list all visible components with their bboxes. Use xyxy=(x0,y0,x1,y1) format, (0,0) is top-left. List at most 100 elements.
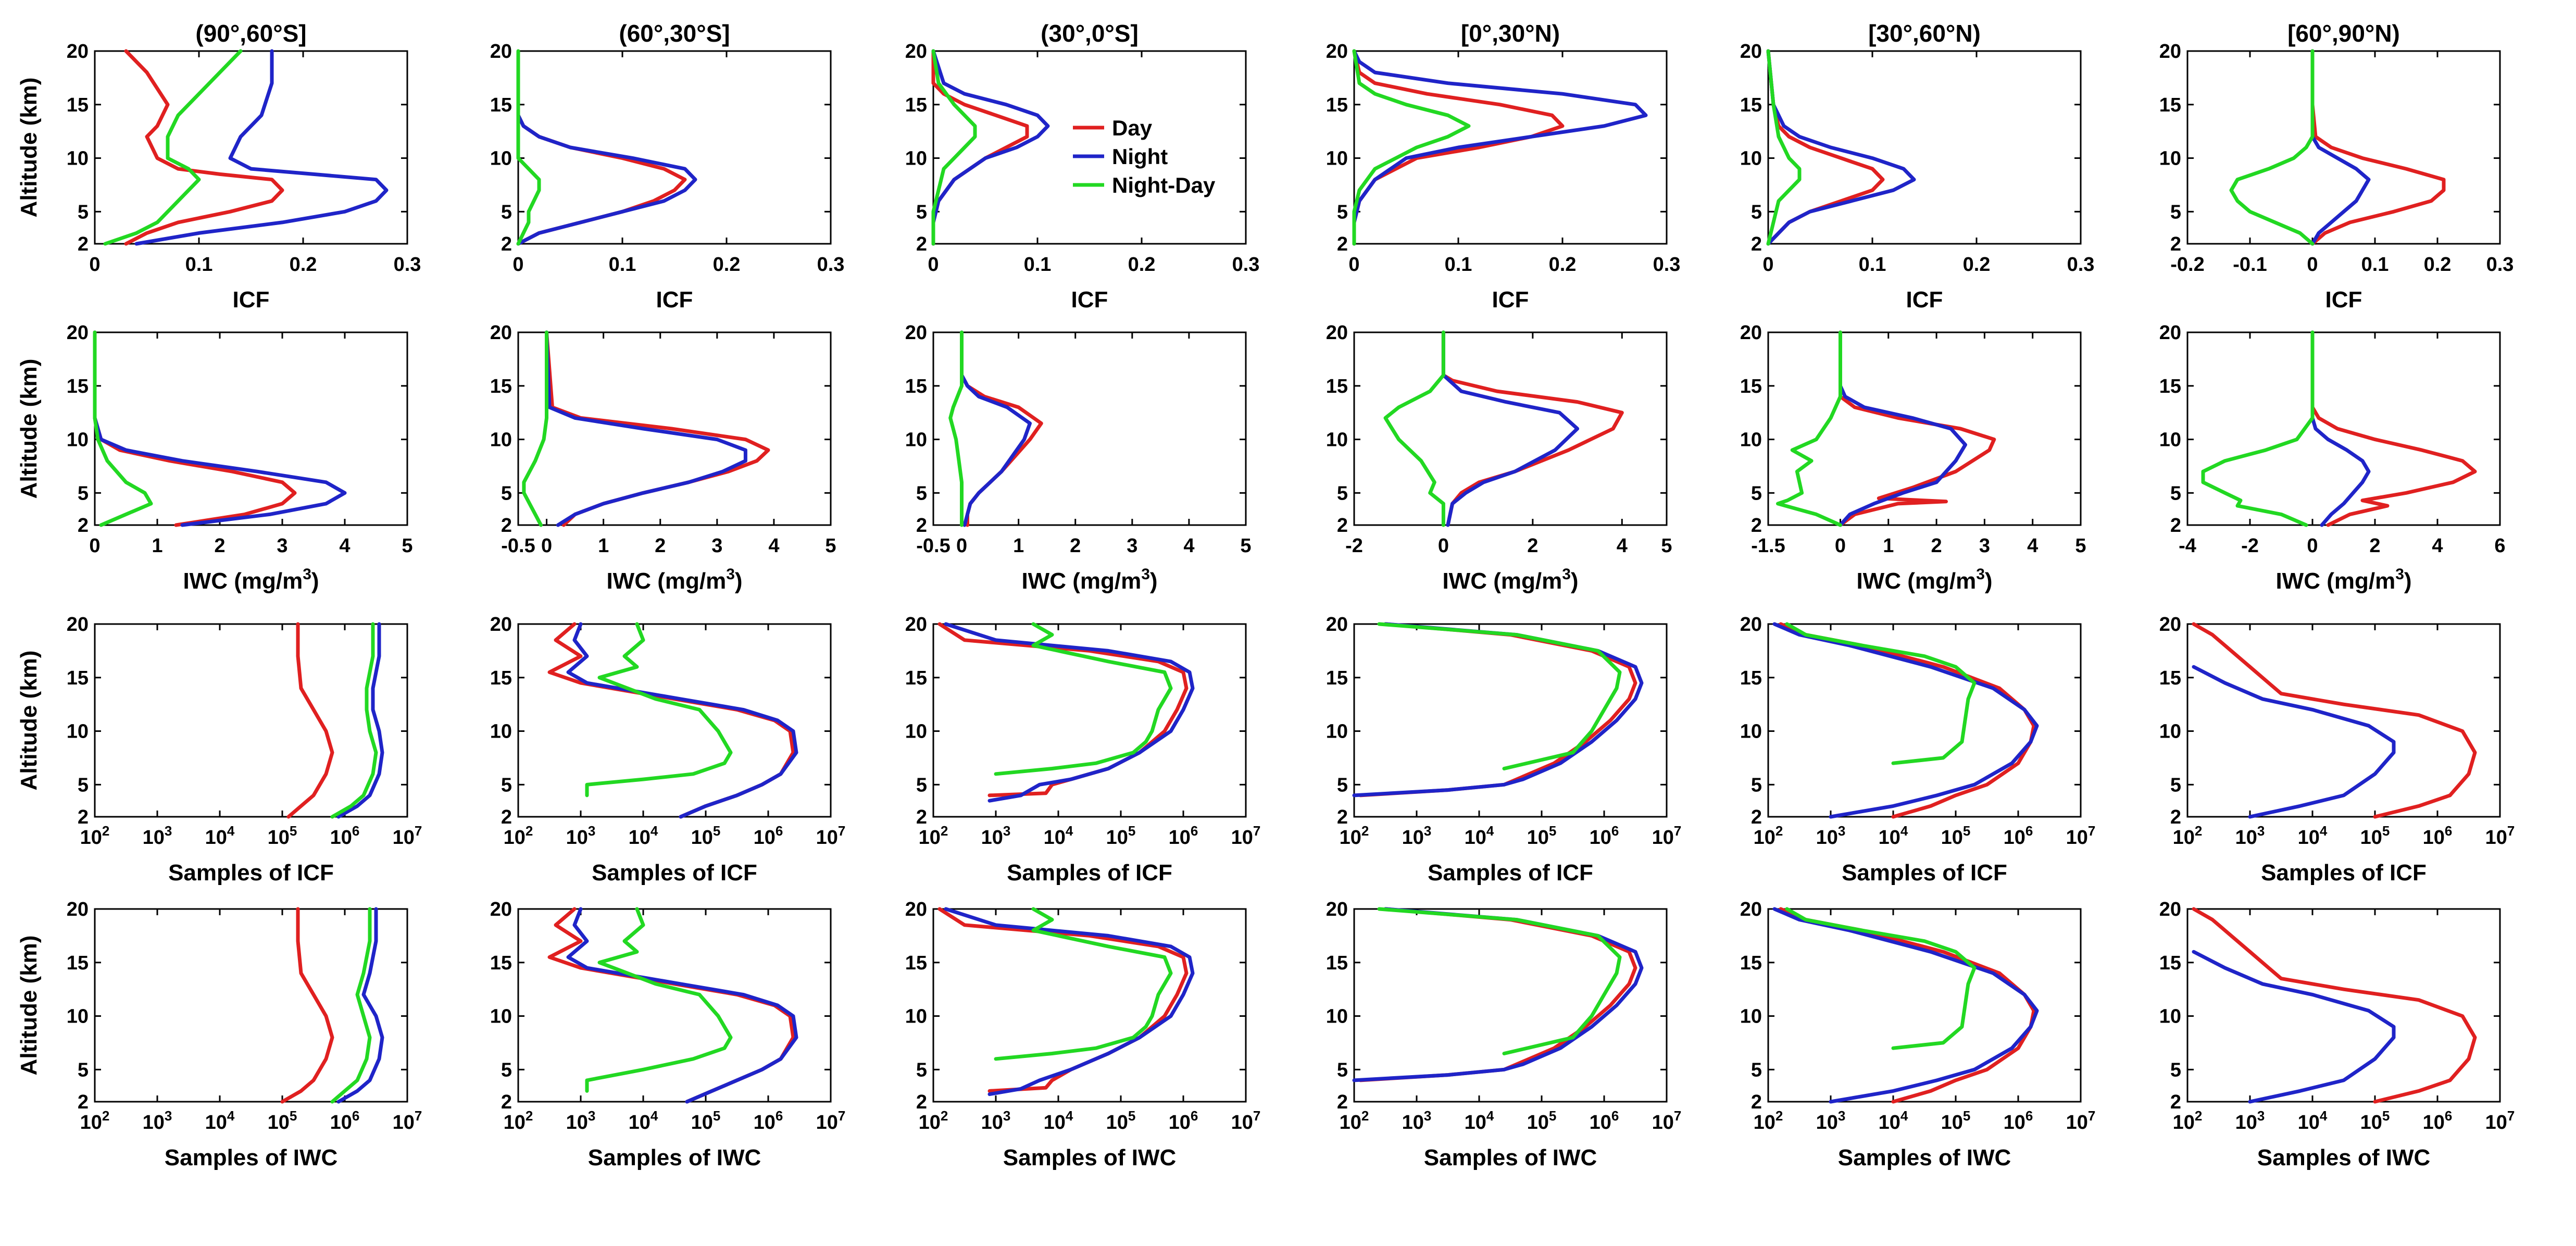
series-night-line xyxy=(1839,330,1967,527)
plot-frame xyxy=(1353,908,1668,1103)
y-tick-label: 15 xyxy=(67,952,89,974)
x-tick-label: 104 xyxy=(1044,823,1073,849)
y-tick-label: 2 xyxy=(501,233,512,255)
y-tick-label: 15 xyxy=(1326,94,1348,116)
x-tick-label: 106 xyxy=(1590,823,1619,849)
y-tick-label: 20 xyxy=(2159,614,2181,636)
x-axis-label: ICF xyxy=(1906,287,1943,313)
x-tick-label: 102 xyxy=(504,1108,533,1133)
series-nightday-line xyxy=(93,330,153,527)
plot-frame xyxy=(932,908,1247,1103)
y-tick-label: 15 xyxy=(67,94,89,116)
x-tick-label: 0.2 xyxy=(1963,254,1991,276)
x-tick-label: 105 xyxy=(268,1108,297,1133)
plot-frame xyxy=(1353,623,1668,818)
panel-title: [60°,90°N) xyxy=(2287,20,2400,47)
series-nightday-line xyxy=(103,49,243,246)
y-tick-label: 10 xyxy=(905,721,927,743)
plot-frame xyxy=(517,331,832,526)
plot-frame xyxy=(94,623,408,818)
x-tick-label: 103 xyxy=(2235,823,2265,849)
series-day-line xyxy=(516,113,687,246)
x-tick-label: 103 xyxy=(1816,823,1846,849)
x-tick-label: 105 xyxy=(2360,823,2390,849)
panel-r0c5: [60°,90°N) 2 5 10 15 20 -0.2 -0.1 0 0.1 0.2 0.3 ICF xyxy=(2159,20,2514,313)
y-axis-label: Altitude (km) xyxy=(16,78,42,218)
y-tick-label: 20 xyxy=(905,614,927,636)
y-tick-label: 15 xyxy=(1326,667,1348,689)
x-tick-label: 104 xyxy=(1465,1108,1494,1133)
x-tick-label: -0.1 xyxy=(2233,254,2267,276)
panel-r3c2: 2 5 10 15 20 102 103 104 105 106 107 Samples of IWC xyxy=(905,899,1261,1170)
x-axis-label: ICF xyxy=(1492,287,1529,313)
series-day-line xyxy=(286,622,334,819)
panel-r0c1: (60°,30°S] 2 5 10 15 20 0 0.1 0.2 0.3 ICF xyxy=(490,20,845,313)
x-tick-label: 0.2 xyxy=(713,254,741,276)
y-tick-label: 5 xyxy=(2170,201,2181,223)
x-axis-label: Samples of ICF xyxy=(1007,860,1172,886)
series-day-line xyxy=(2310,49,2446,246)
y-tick-label: 20 xyxy=(1740,41,1762,63)
x-axis-label: IWC (mg/m3) xyxy=(1442,566,1578,594)
x-tick-label: 102 xyxy=(1754,1108,1783,1133)
y-tick-label: 2 xyxy=(2170,1091,2181,1113)
y-tick-label: 10 xyxy=(2159,429,2181,451)
x-tick-label: 105 xyxy=(1941,1108,1971,1133)
y-tick-label: 10 xyxy=(1740,1006,1762,1028)
x-tick-label: 107 xyxy=(393,823,422,849)
panel-r1c5: 2 5 10 15 20 -4 -2 0 2 4 6 IWC (mg/m3) xyxy=(2159,322,2506,594)
y-tick-label: 2 xyxy=(1337,806,1348,828)
x-tick-label: 103 xyxy=(2235,1108,2265,1133)
panel-title: (30°,0°S] xyxy=(1041,20,1139,47)
series-day-line xyxy=(2310,330,2477,527)
x-axis-label: ICF xyxy=(1071,287,1108,313)
series-nightday-line xyxy=(948,330,964,527)
legend-night-label: Night xyxy=(1112,144,1168,169)
y-tick-label: 15 xyxy=(490,667,512,689)
series-night-line xyxy=(1772,622,2039,819)
x-tick-label: 105 xyxy=(691,1108,721,1133)
legend: Day Night Night-Day xyxy=(1073,116,1216,197)
x-tick-label: 105 xyxy=(1941,823,1971,849)
x-tick-label: 107 xyxy=(1231,823,1261,849)
y-tick-label: 15 xyxy=(1740,667,1762,689)
x-axis-label: ICF xyxy=(656,287,693,313)
series-night-line xyxy=(134,49,389,246)
series-nightday-line xyxy=(1785,907,1977,1050)
panel-r3c0: 2 5 10 15 20 102 103 104 105 106 107 Samples of IWC… xyxy=(16,899,422,1170)
y-tick-label: 5 xyxy=(916,774,927,796)
series-night-line xyxy=(336,907,384,1104)
series-nightday-line xyxy=(1785,622,1977,765)
x-axis-label: Samples of ICF xyxy=(1842,860,2007,886)
x-tick-label: 106 xyxy=(2004,823,2033,849)
x-tick-label: 4 xyxy=(339,535,350,557)
x-tick-label: 107 xyxy=(2485,1108,2515,1133)
series-nightday-line xyxy=(2201,330,2315,527)
y-tick-label: 5 xyxy=(501,201,512,223)
y-tick-label: 15 xyxy=(1740,376,1762,397)
panel-r0c0: (90°,60°S] 2 5 10 15 20 0 0.1 0.2 0.3 ICF Altitude … xyxy=(16,20,421,313)
y-tick-label: 15 xyxy=(2159,952,2181,974)
x-axis-label: Samples of IWC xyxy=(2257,1145,2431,1170)
x-tick-label: 5 xyxy=(825,535,836,557)
panel-r3c3: 2 5 10 15 20 102 103 104 105 106 107 Samples of IWC xyxy=(1326,899,1682,1170)
x-tick-label: 105 xyxy=(2360,1108,2390,1133)
legend-nightday-label: Night-Day xyxy=(1112,173,1216,197)
x-tick-label: 106 xyxy=(330,1108,360,1133)
x-tick-label: 103 xyxy=(566,823,596,849)
y-tick-label: 10 xyxy=(1326,721,1348,743)
y-tick-label: 10 xyxy=(1740,721,1762,743)
plot-frame xyxy=(1767,331,2082,526)
plot-frame xyxy=(1767,50,2082,245)
plot-frame xyxy=(517,623,832,818)
panel-r0c2: (30°,0°S] 2 5 10 15 20 0 0.1 0.2 0.3 ICF xyxy=(905,20,1260,313)
y-tick-label: 2 xyxy=(916,1091,927,1113)
x-tick-label: 102 xyxy=(1340,1108,1369,1133)
x-tick-label: 106 xyxy=(2423,823,2453,849)
x-tick-label: 104 xyxy=(1879,1108,1908,1133)
series-night-line xyxy=(1766,49,1916,246)
plot-frame xyxy=(2186,331,2501,526)
x-tick-label: 5 xyxy=(1661,535,1672,557)
series-day-line xyxy=(1839,330,1996,527)
